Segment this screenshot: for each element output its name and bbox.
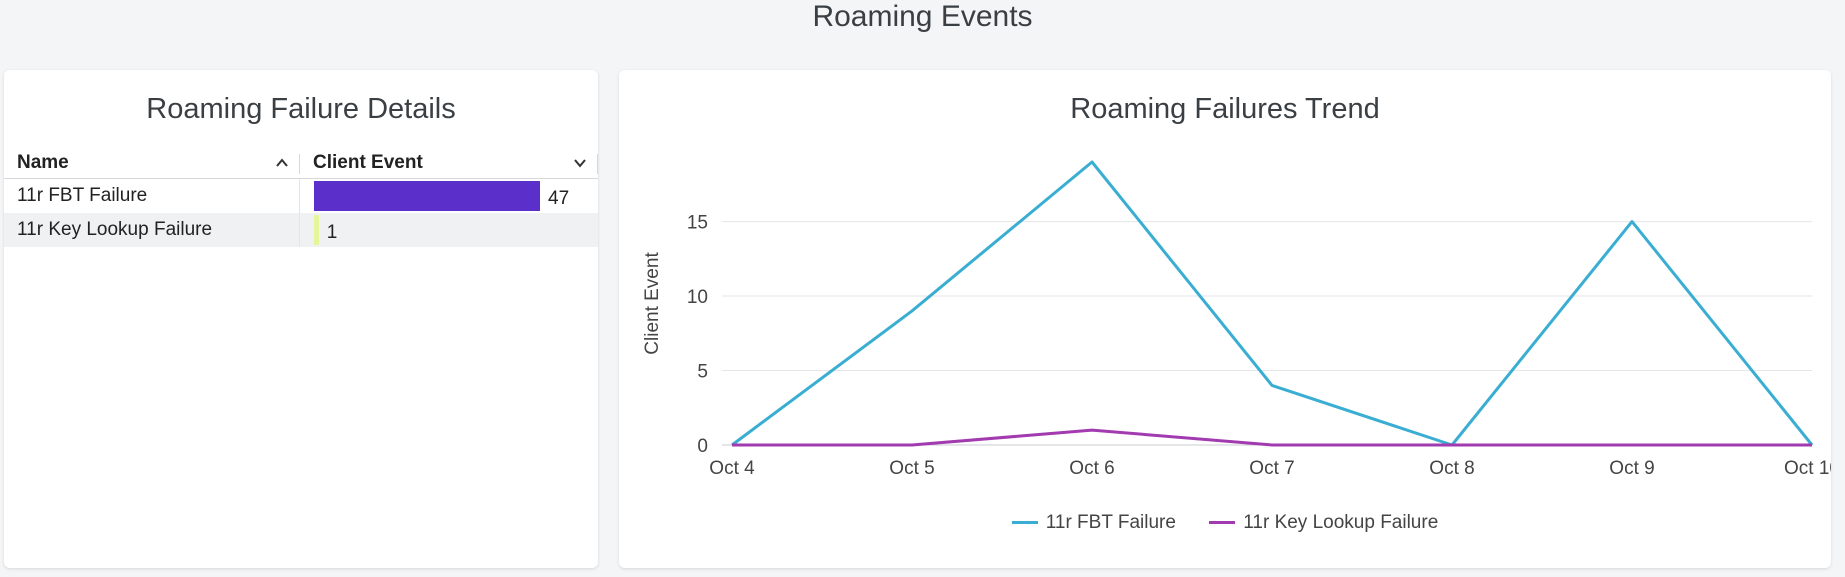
cell-separator [299,179,300,213]
legend-label: 11r Key Lookup Failure [1243,512,1439,533]
trend-title: Roaming Failures Trend [1070,93,1380,125]
row-name: 11r Key Lookup Failure [17,219,213,240]
roaming-failure-details-card: Roaming Failure Details Name Client Even… [4,70,598,568]
details-title: Roaming Failure Details [146,93,456,125]
column-separator[interactable] [597,154,598,174]
column-header-name[interactable]: Name [17,152,69,173]
x-tick-label: Oct 10 [1784,458,1831,479]
y-axis-label: Client Event [642,252,663,355]
legend-item[interactable]: 11r Key Lookup Failure [1209,512,1438,534]
y-tick-label: 5 [697,362,708,383]
legend-swatch [1011,521,1038,525]
legend-item[interactable]: 11r FBT Failure [1011,512,1176,534]
page-title: Roaming Events [812,0,1033,33]
roaming-failures-trend-card: Roaming Failures Trend 0 5 10 15 Client Even… [619,70,1831,568]
chevron-up-icon[interactable] [274,155,290,171]
value-bar [314,181,540,211]
legend-swatch [1209,521,1236,525]
x-tick-label: Oct 6 [1069,458,1114,479]
x-tick-label: Oct 9 [1609,458,1654,479]
column-separator[interactable] [299,154,300,174]
y-tick-label: 15 [687,213,708,234]
x-tick-label: Oct 7 [1249,458,1294,479]
legend-label: 11r FBT Failure [1045,512,1176,533]
cell-separator [299,213,300,247]
x-tick-label: Oct 4 [709,458,755,479]
value-label: 47 [548,188,570,209]
chart-legend: 11r FBT Failure 11r Key Lookup Failure [619,512,1831,534]
y-tick-label: 10 [687,287,708,308]
table-row[interactable]: 11r Key Lookup Failure 1 [4,213,598,247]
trend-chart: 0 5 10 15 Client Event Oct 4 Oct 5 Oct 6 Oct 7 Oc… [642,160,1831,479]
series-line [732,428,1812,447]
x-tick-label: Oct 5 [889,458,934,479]
value-bar [314,215,319,245]
column-header-client-event[interactable]: Client Event [313,152,423,173]
table-header: Name Client Event [4,148,598,179]
x-tick-label: Oct 8 [1429,458,1474,479]
value-label: 1 [326,222,338,243]
row-name: 11r FBT Failure [17,185,148,206]
series-line [731,160,1814,447]
chevron-down-icon[interactable] [572,155,588,171]
table-row[interactable]: 11r FBT Failure 47 [4,179,598,213]
y-tick-label: 0 [697,436,708,457]
